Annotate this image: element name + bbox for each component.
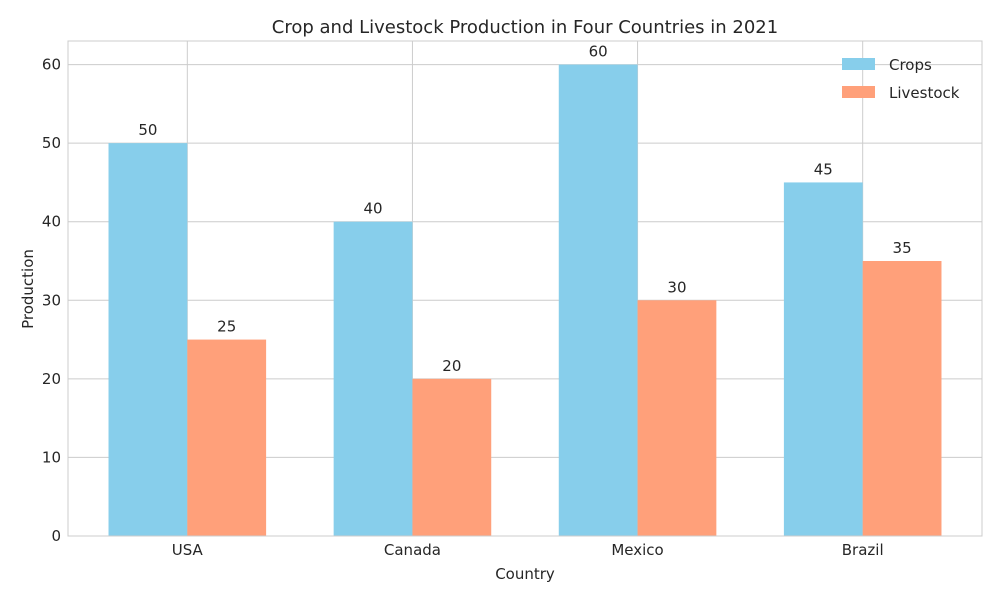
y-axis-label: Production xyxy=(19,249,37,329)
bar-crops-canada xyxy=(333,221,413,536)
data-label: 45 xyxy=(814,160,833,178)
data-label: 30 xyxy=(667,278,686,296)
y-tick-label: 50 xyxy=(42,134,61,152)
chart-title: Crop and Livestock Production in Four Co… xyxy=(272,17,778,38)
bar-crops-usa xyxy=(108,143,188,536)
bar-livestock-usa xyxy=(187,339,267,536)
x-tick-label: Brazil xyxy=(842,541,884,559)
data-label: 50 xyxy=(138,121,157,139)
data-label: 40 xyxy=(363,200,382,218)
data-labels: 50 40 60 45 25 20 30 35 xyxy=(138,43,911,375)
y-tick-label: 60 xyxy=(42,56,61,74)
data-label: 20 xyxy=(442,357,461,375)
legend-swatch-crops xyxy=(842,58,875,70)
x-ticks: USA Canada Mexico Brazil xyxy=(172,541,884,559)
x-tick-label: USA xyxy=(172,541,204,559)
bar-livestock-canada xyxy=(412,378,492,536)
x-tick-label: Mexico xyxy=(611,541,663,559)
bar-crops-brazil xyxy=(783,182,863,536)
bar-livestock-mexico xyxy=(637,300,717,536)
y-ticks: 0 10 20 30 40 50 60 xyxy=(42,56,61,545)
y-tick-label: 10 xyxy=(42,448,61,466)
legend-label-crops: Crops xyxy=(889,56,932,74)
data-label: 60 xyxy=(589,43,608,61)
bar-crops-mexico xyxy=(558,64,638,537)
y-tick-label: 20 xyxy=(42,370,61,388)
plot-frame xyxy=(67,40,983,537)
x-tick-label: Canada xyxy=(384,541,441,559)
legend-swatch-livestock xyxy=(842,86,875,98)
y-tick-label: 0 xyxy=(51,527,61,545)
legend-label-livestock: Livestock xyxy=(889,84,960,102)
bar-livestock-brazil xyxy=(862,261,942,536)
data-label: 25 xyxy=(217,318,236,336)
bars xyxy=(108,64,942,537)
y-tick-label: 30 xyxy=(42,291,61,309)
legend: Crops Livestock xyxy=(842,56,960,102)
data-label: 35 xyxy=(893,239,912,257)
x-axis-label: Country xyxy=(495,565,555,583)
y-tick-label: 40 xyxy=(42,213,61,231)
